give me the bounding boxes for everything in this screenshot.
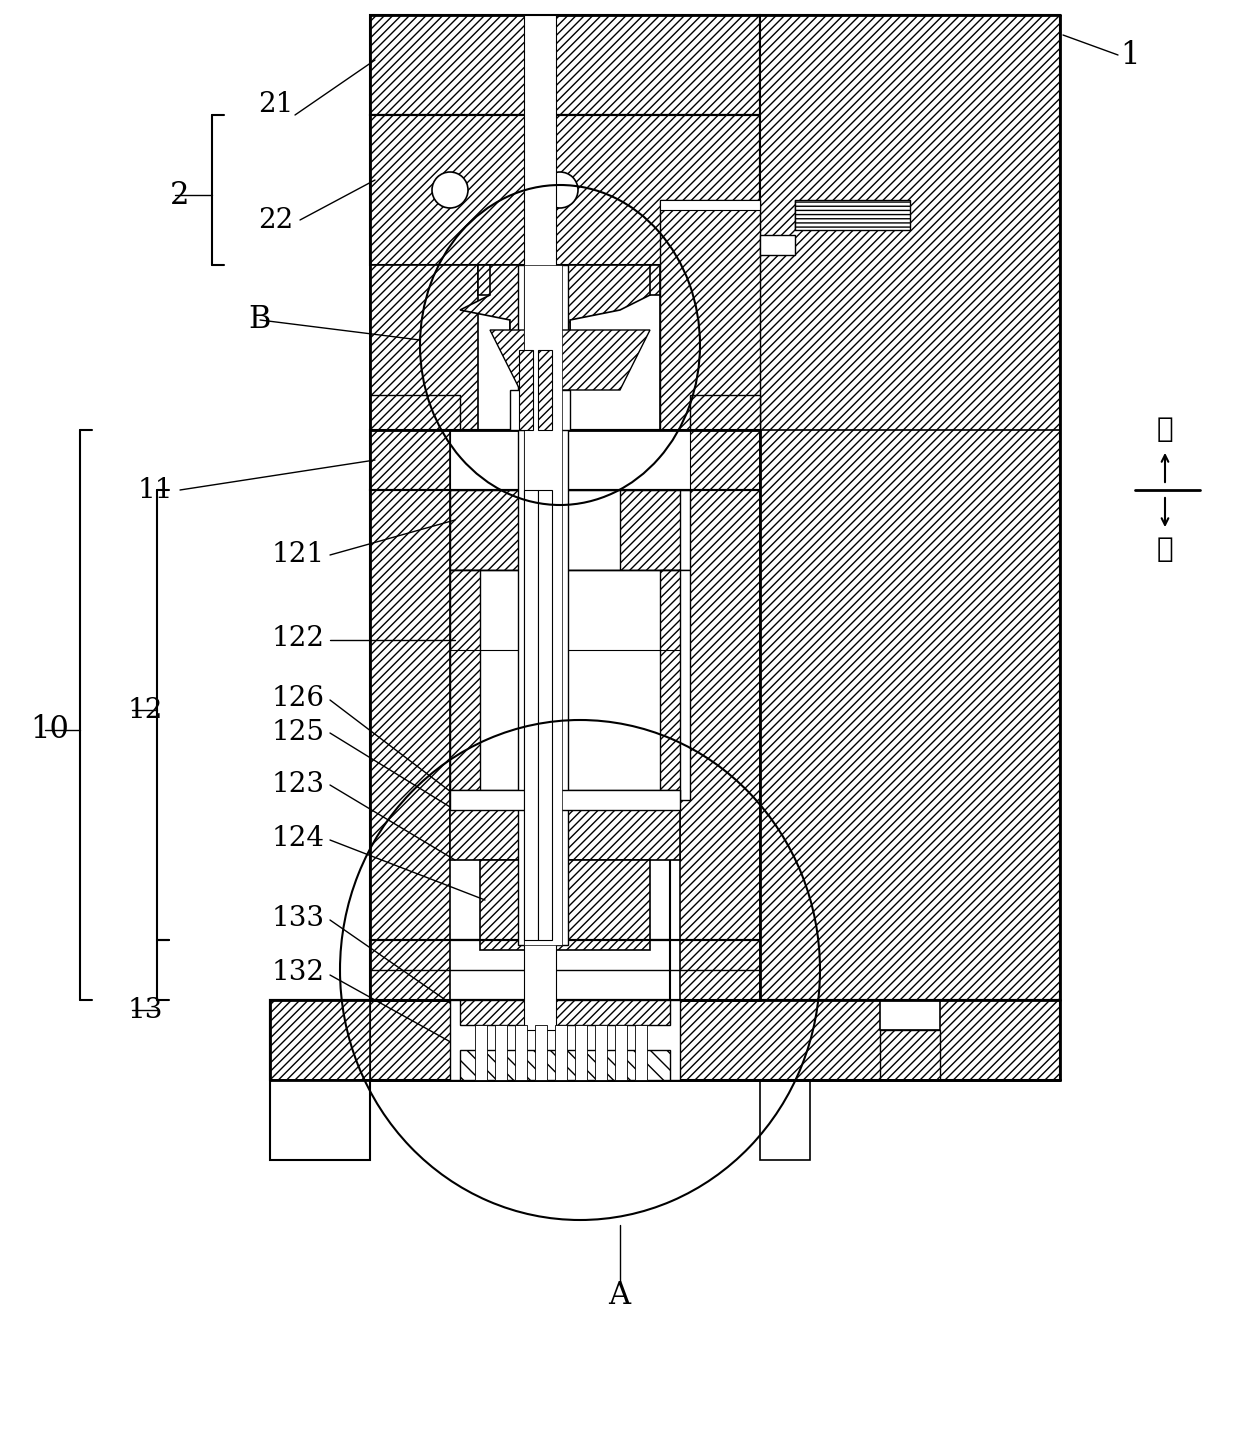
Bar xyxy=(370,265,477,429)
Text: 132: 132 xyxy=(272,960,325,986)
Text: 13: 13 xyxy=(128,996,164,1023)
Bar xyxy=(660,200,760,429)
Polygon shape xyxy=(490,331,650,391)
Text: B: B xyxy=(248,305,270,335)
Bar xyxy=(370,429,760,489)
Bar xyxy=(518,265,568,944)
Text: 22: 22 xyxy=(258,206,293,233)
Bar xyxy=(370,489,450,940)
Text: 11: 11 xyxy=(138,477,174,504)
Bar xyxy=(595,1025,608,1080)
Bar xyxy=(515,1025,527,1080)
Text: 125: 125 xyxy=(272,720,325,747)
Bar xyxy=(450,489,520,570)
Bar xyxy=(370,429,450,489)
Bar xyxy=(880,1000,940,1030)
Bar xyxy=(760,14,1060,1000)
Bar xyxy=(475,1025,487,1080)
Bar xyxy=(460,1050,670,1080)
Text: 10: 10 xyxy=(30,714,69,746)
Bar xyxy=(620,489,680,570)
Text: 121: 121 xyxy=(272,541,325,568)
Bar xyxy=(525,14,556,1030)
Bar xyxy=(270,1000,370,1080)
Bar xyxy=(534,1025,547,1080)
Text: 122: 122 xyxy=(272,624,325,651)
Bar xyxy=(370,940,450,1000)
Text: 2: 2 xyxy=(170,179,190,210)
Bar xyxy=(520,351,533,429)
Bar xyxy=(450,489,689,570)
Bar xyxy=(795,200,910,230)
Bar xyxy=(556,1025,567,1080)
Bar xyxy=(495,1025,507,1080)
Text: 126: 126 xyxy=(272,684,325,711)
Bar xyxy=(660,200,760,210)
Bar xyxy=(525,265,562,944)
Bar xyxy=(480,860,650,950)
Bar xyxy=(450,570,689,800)
Text: 133: 133 xyxy=(272,904,325,932)
Bar xyxy=(525,489,538,940)
Bar xyxy=(450,790,680,810)
Polygon shape xyxy=(460,265,650,361)
Bar xyxy=(370,395,460,429)
Bar xyxy=(270,1000,370,1161)
Bar xyxy=(460,1000,670,1025)
Text: A: A xyxy=(608,1279,630,1311)
Bar xyxy=(615,1025,627,1080)
Bar xyxy=(450,1000,680,1080)
Circle shape xyxy=(432,172,467,207)
Circle shape xyxy=(542,172,578,207)
Text: 12: 12 xyxy=(128,697,164,724)
Bar xyxy=(680,489,760,940)
Bar xyxy=(689,395,760,429)
Bar xyxy=(538,489,552,940)
Bar xyxy=(510,391,570,429)
Bar xyxy=(450,429,689,489)
Bar xyxy=(370,14,760,114)
Bar xyxy=(450,570,480,800)
Bar xyxy=(370,114,760,265)
Bar xyxy=(680,940,760,1000)
Bar xyxy=(370,489,670,940)
Text: 21: 21 xyxy=(258,92,294,119)
Bar xyxy=(575,1025,587,1080)
Bar xyxy=(660,265,760,429)
Bar xyxy=(760,235,795,255)
Bar xyxy=(370,940,670,1000)
Bar xyxy=(760,1080,810,1161)
Bar xyxy=(660,570,680,800)
Polygon shape xyxy=(477,265,660,345)
Text: 124: 124 xyxy=(272,824,325,851)
Text: 123: 123 xyxy=(272,771,325,798)
Bar xyxy=(538,351,552,429)
Bar xyxy=(880,1030,940,1080)
Text: 下: 下 xyxy=(1157,537,1173,564)
Text: 1: 1 xyxy=(1120,40,1140,70)
Bar xyxy=(680,429,760,489)
Bar xyxy=(635,1025,647,1080)
Text: 上: 上 xyxy=(1157,416,1173,444)
Bar xyxy=(270,1000,1060,1080)
Bar xyxy=(450,810,680,860)
